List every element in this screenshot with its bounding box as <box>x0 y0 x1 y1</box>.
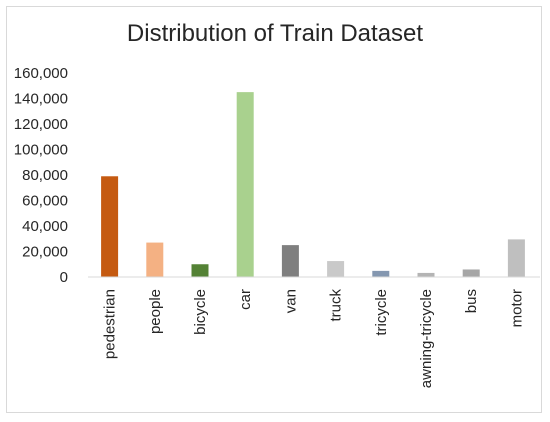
y-tick-label: 80,000 <box>22 167 68 184</box>
x-tick-label: pedestrian <box>102 289 119 359</box>
x-tick-label: truck <box>328 289 345 322</box>
x-tick-label: motor <box>508 289 525 327</box>
bar-motor <box>507 239 525 277</box>
y-tick-label: 100,000 <box>14 142 68 159</box>
y-tick-label: 140,000 <box>14 91 68 108</box>
bar-pedestrian <box>101 176 119 277</box>
bar-car <box>236 92 254 277</box>
bar-truck <box>327 261 345 277</box>
x-tick-label: bus <box>463 289 480 313</box>
x-tick-label: bicycle <box>192 289 209 335</box>
y-tick-label: 60,000 <box>22 193 68 210</box>
bar-bus <box>462 269 480 277</box>
bar-van <box>281 245 299 277</box>
y-tick-label: 0 <box>60 269 68 286</box>
y-tick-label: 20,000 <box>22 244 68 261</box>
x-tick-label: car <box>237 289 254 310</box>
x-tick-label: van <box>282 289 299 313</box>
x-tick-label: awning-tricycle <box>418 289 435 388</box>
y-tick-label: 160,000 <box>14 65 68 82</box>
bar-awning-tricycle <box>417 272 435 277</box>
x-tick-label: people <box>147 289 164 334</box>
bar-bicycle <box>191 264 209 277</box>
y-tick-label: 40,000 <box>22 218 68 235</box>
chart-title: Distribution of Train Dataset <box>126 20 424 47</box>
bar-people <box>146 242 164 277</box>
y-tick-label: 120,000 <box>14 116 68 133</box>
chart-frame <box>6 6 542 413</box>
x-tick-label: tricycle <box>373 289 390 336</box>
bar-tricycle <box>372 270 390 277</box>
